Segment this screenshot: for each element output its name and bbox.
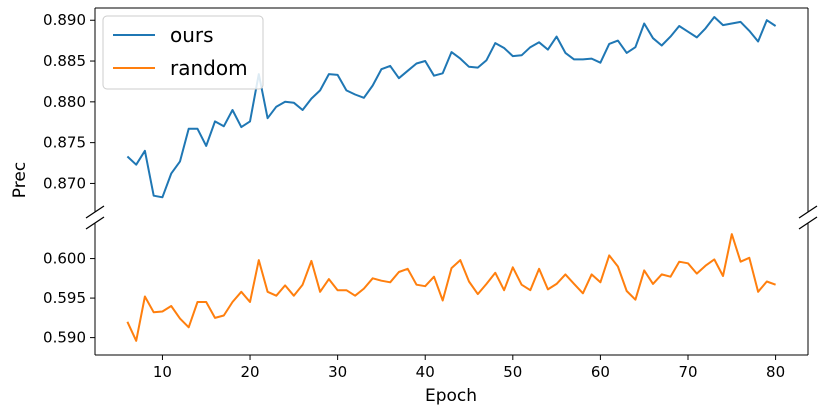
x-tick-label: 50 — [503, 363, 522, 381]
axis-break-mark — [798, 205, 818, 219]
series-line-ours — [126, 16, 777, 199]
legend-label-random: random — [170, 56, 248, 80]
upper-y-tick-label: 0.890 — [43, 11, 86, 29]
y-axis-label: Prec — [10, 162, 30, 198]
upper-y-tick-label: 0.875 — [43, 134, 86, 152]
x-tick-label: 10 — [153, 363, 172, 381]
x-tick-label: 30 — [328, 363, 347, 381]
upper-y-tick-label: 0.885 — [43, 52, 86, 70]
upper-y-tick-label: 0.880 — [43, 93, 86, 111]
upper-panel: 0.870 0.875 0.880 0.885 0.890 — [43, 7, 818, 219]
upper-y-tick-label: 0.870 — [43, 174, 86, 192]
legend-label-ours: ours — [170, 23, 214, 47]
x-axis-label: Epoch — [425, 386, 477, 406]
axis-break-mark — [85, 216, 105, 230]
axis-break-mark — [85, 205, 105, 219]
series-line-random — [126, 233, 776, 342]
x-axis: 10 20 30 40 50 60 70 80 — [153, 355, 785, 381]
x-tick-label: 20 — [240, 363, 259, 381]
lower-y-tick-label: 0.595 — [43, 289, 86, 307]
x-tick-label: 60 — [591, 363, 610, 381]
x-tick-label: 40 — [416, 363, 435, 381]
x-tick-label: 80 — [766, 363, 785, 381]
x-tick-label: 70 — [678, 363, 697, 381]
lower-y-tick-label: 0.600 — [43, 250, 86, 268]
lower-panel: 0.590 0.595 0.600 — [43, 216, 818, 356]
legend: ours random — [102, 15, 264, 90]
axis-break-mark — [798, 216, 818, 230]
lower-y-tick-label: 0.590 — [43, 329, 86, 347]
